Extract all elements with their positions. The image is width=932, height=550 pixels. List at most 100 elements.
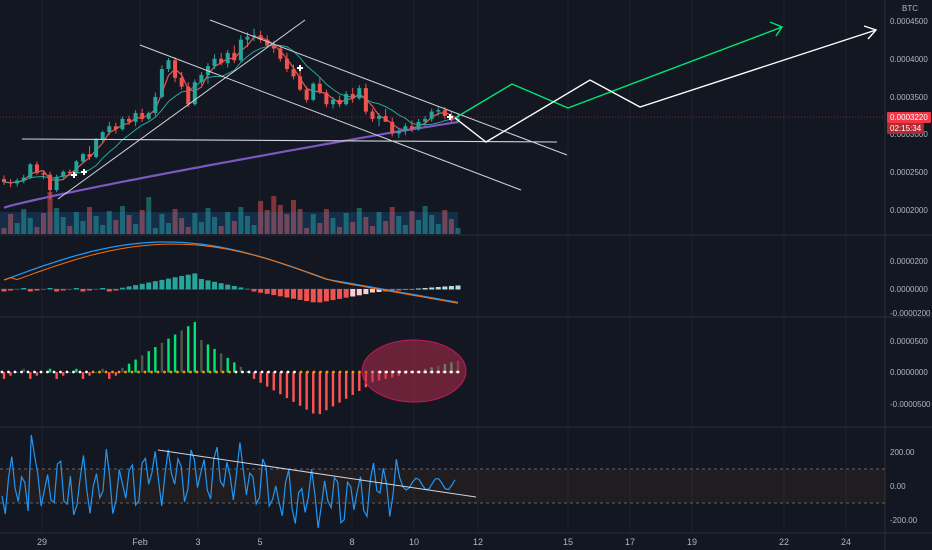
volume-bar	[244, 216, 250, 234]
histogram-bar	[140, 355, 144, 373]
zero-dot	[312, 370, 316, 374]
volume-bar	[422, 206, 428, 234]
candle-body	[370, 111, 375, 119]
volume-bar	[87, 207, 93, 234]
volume-bar	[40, 213, 46, 234]
cci-panel	[0, 434, 885, 528]
volume-bar	[106, 211, 112, 234]
macd-bar	[258, 289, 264, 293]
histogram-bar	[358, 372, 361, 392]
cci-axis-label: 0.00	[890, 482, 906, 491]
time-axis-label: 17	[625, 537, 635, 547]
histogram-bar	[219, 353, 223, 373]
histogram-bar	[252, 372, 256, 379]
candle-body	[252, 35, 257, 37]
candle-body	[344, 93, 349, 105]
candle-body	[15, 180, 20, 184]
volume-bar	[185, 227, 191, 234]
candle-body	[436, 110, 441, 112]
macd-bar	[435, 287, 441, 290]
histogram-bar	[121, 367, 124, 373]
candle-body	[265, 39, 270, 46]
histogram-bar	[305, 372, 308, 410]
zero-dot	[241, 370, 244, 374]
histogram-bar	[193, 322, 197, 373]
zero-dot	[411, 370, 414, 374]
candle-body	[212, 58, 217, 67]
candle-body	[258, 35, 263, 40]
volume-bar	[363, 217, 369, 234]
time-axis-label: 10	[409, 537, 419, 547]
histogram-bar	[206, 344, 210, 373]
zero-dot	[130, 370, 134, 374]
time-axis-label: 22	[779, 537, 789, 547]
candle-body	[278, 48, 283, 59]
volume-bar	[205, 208, 211, 234]
macd-bar	[343, 289, 349, 298]
candle-body	[100, 132, 105, 140]
zero-dot	[91, 370, 95, 374]
histogram-bar	[68, 372, 71, 373]
volume-bar	[218, 226, 224, 234]
macd-bar	[179, 276, 185, 290]
histogram-bar	[318, 372, 322, 415]
zero-dot	[280, 370, 283, 374]
candle-body	[113, 126, 118, 130]
zero-dot	[319, 370, 322, 374]
macd-bar	[113, 289, 119, 291]
macd-bar	[119, 287, 125, 290]
fast-moving-average	[3, 36, 459, 184]
zero-dot	[228, 370, 231, 374]
zero-dot	[111, 370, 114, 374]
histogram-bar	[272, 372, 275, 391]
candle-body	[324, 92, 329, 105]
time-axis-label: Feb	[132, 537, 148, 547]
candle-body	[74, 161, 79, 174]
zero-dot	[293, 370, 296, 374]
zero-dot	[456, 370, 460, 374]
histogram-bar	[88, 372, 91, 376]
histogram-bar	[351, 372, 354, 395]
volume-bar	[100, 225, 106, 234]
volume-ma-area	[0, 212, 458, 234]
candle-body	[80, 154, 85, 162]
candle-body	[41, 173, 46, 175]
macd-line	[3, 241, 459, 304]
volume-bar	[416, 220, 422, 234]
alt-projection-path	[454, 29, 877, 143]
histogram-bar	[15, 372, 19, 373]
time-axis-label: 8	[349, 537, 354, 547]
candle-body	[94, 139, 99, 158]
candle-body	[8, 181, 13, 184]
zero-dot	[437, 370, 440, 374]
price-axis-label: 0.0004000	[890, 55, 928, 64]
macd-bar	[271, 289, 277, 296]
histogram-bar	[75, 368, 78, 373]
volume-bar	[356, 208, 362, 234]
macd-bar	[251, 289, 257, 292]
zero-dot	[182, 370, 186, 374]
macd-bar	[218, 283, 224, 290]
macd-bar	[8, 289, 14, 291]
macd-bar	[93, 289, 99, 290]
zero-dot	[124, 370, 127, 374]
macd-bar	[146, 282, 152, 290]
zero-dot	[443, 370, 447, 374]
zero-dot	[104, 370, 108, 374]
candle-body	[330, 99, 335, 105]
candle-body	[357, 88, 362, 99]
zero-dot	[72, 370, 75, 374]
candle-body	[107, 126, 112, 133]
histogram-bar	[167, 338, 170, 373]
volume-bar	[435, 224, 441, 234]
candle-body	[28, 164, 33, 178]
candle-body	[219, 58, 224, 64]
volume-bar	[231, 221, 237, 234]
channel-upper-line	[209, 19, 568, 156]
volume-bar	[1, 228, 7, 234]
volume-bar	[192, 213, 198, 234]
macd-bar	[455, 285, 461, 290]
slow-moving-average	[3, 44, 459, 184]
candle-body	[87, 154, 92, 158]
